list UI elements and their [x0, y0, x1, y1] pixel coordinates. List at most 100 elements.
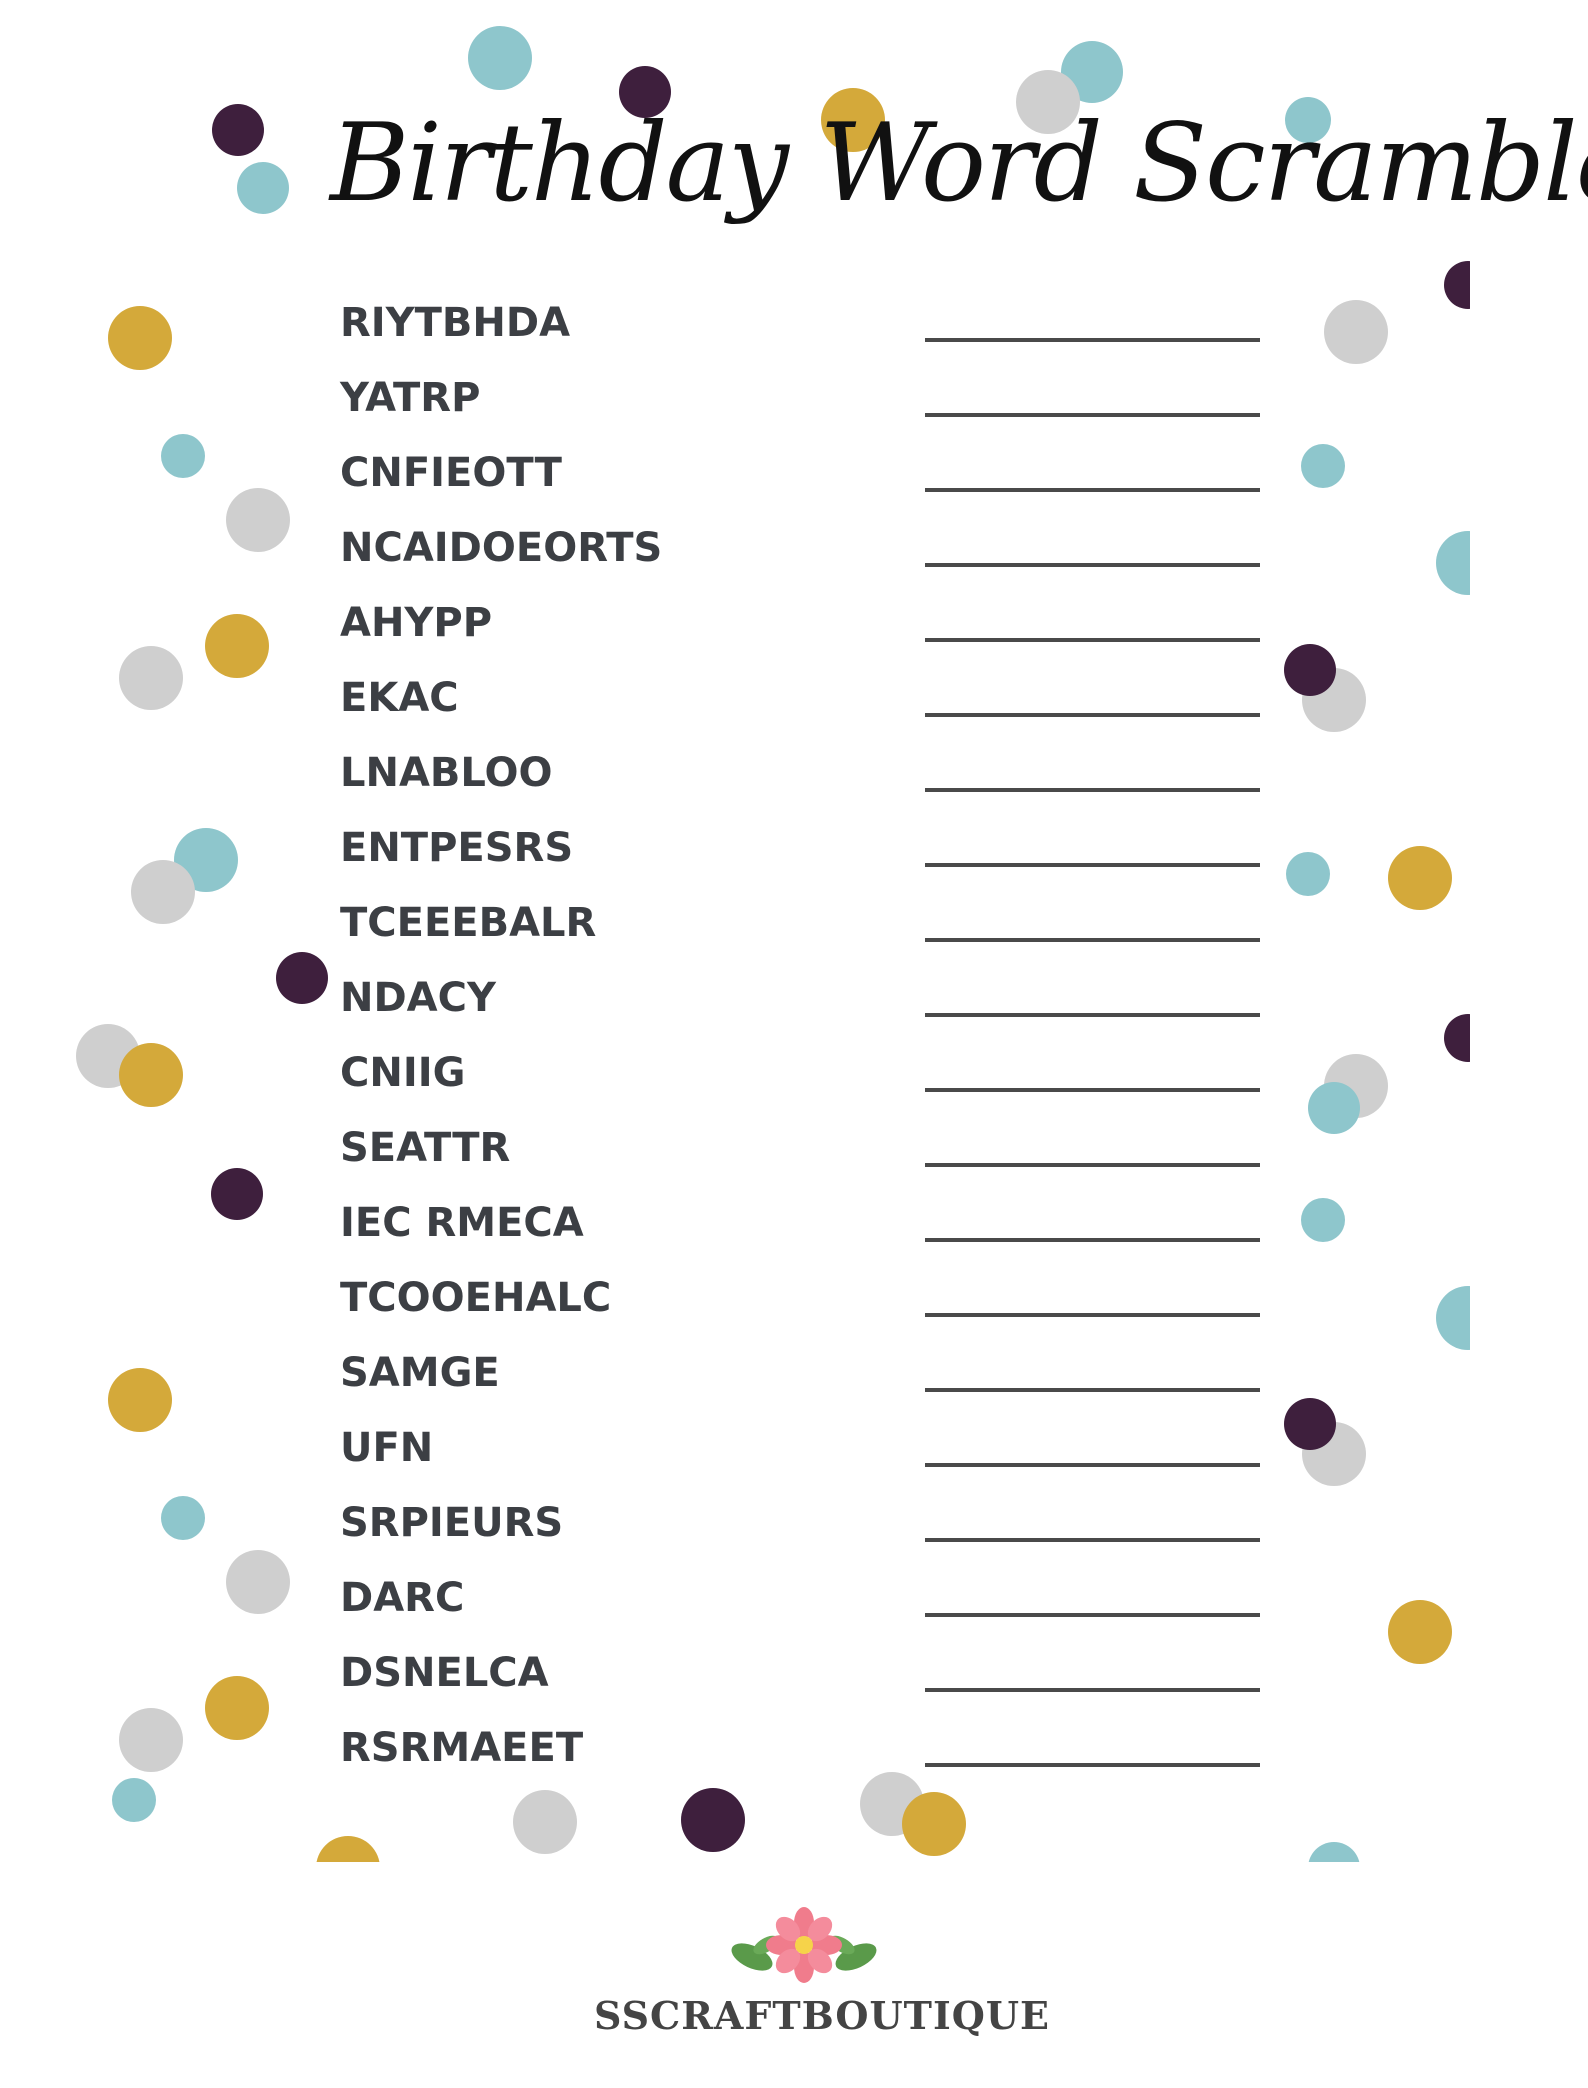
list-item: NDACY	[340, 965, 1280, 1040]
confetti-dot	[681, 1788, 745, 1852]
confetti-dot	[1324, 1054, 1388, 1118]
list-item: EKAC	[340, 665, 1280, 740]
answer-line[interactable]	[925, 1088, 1260, 1092]
confetti-dot	[161, 1496, 205, 1540]
answer-line[interactable]	[925, 1313, 1260, 1317]
word-scramble-list: RIYTBHDA YATRP CNFIEOTT NCAIDOEORTS AHYP…	[340, 290, 1280, 1790]
list-item: SAMGE	[340, 1340, 1280, 1415]
confetti-dot	[212, 104, 264, 156]
scrambled-word: CNIIG	[340, 1050, 466, 1096]
confetti-dot	[902, 1792, 966, 1856]
scrambled-word: AHYPP	[340, 600, 493, 646]
confetti-dot	[1324, 300, 1388, 364]
confetti-dot	[237, 162, 289, 214]
list-item: RSRMAEET	[340, 1715, 1280, 1790]
list-item: SEATTR	[340, 1115, 1280, 1190]
confetti-dot	[76, 1024, 140, 1088]
confetti-dot	[205, 614, 269, 678]
answer-line[interactable]	[925, 713, 1260, 717]
scrambled-word: CNFIEOTT	[340, 450, 562, 496]
confetti-dot	[205, 1676, 269, 1740]
confetti-dot	[119, 1708, 183, 1772]
list-item: UFN	[340, 1415, 1280, 1490]
scrambled-word: IEC RMECA	[340, 1200, 584, 1246]
confetti-dot	[1284, 644, 1336, 696]
answer-line[interactable]	[925, 413, 1260, 417]
list-item: YATRP	[340, 365, 1280, 440]
confetti-dot	[119, 1043, 183, 1107]
brand-logo: SSCRAFTBOUTIQUE	[594, 1905, 1050, 2065]
list-item: CNFIEOTT	[340, 440, 1280, 515]
scrambled-word: NDACY	[340, 975, 496, 1021]
scrambled-word: RIYTBHDA	[340, 300, 571, 346]
answer-line[interactable]	[925, 488, 1260, 492]
answer-line[interactable]	[925, 1238, 1260, 1242]
flower-with-leaves-icon	[731, 1907, 877, 1983]
list-item: TCEEEBALR	[340, 890, 1280, 965]
confetti-dot	[1388, 1600, 1452, 1664]
scrambled-word: TCOOEHALC	[340, 1275, 612, 1321]
confetti-dot	[226, 488, 290, 552]
list-item: DSNELCA	[340, 1640, 1280, 1715]
answer-line[interactable]	[925, 938, 1260, 942]
confetti-dot	[211, 1168, 263, 1220]
scrambled-word: UFN	[340, 1425, 434, 1471]
confetti-dot	[161, 434, 205, 478]
scrambled-word: ENTPESRS	[340, 825, 574, 871]
confetti-dot	[1286, 852, 1330, 896]
scrambled-word: TCEEEBALR	[340, 900, 597, 946]
confetti-dot	[1301, 1198, 1345, 1242]
list-item: DARC	[340, 1565, 1280, 1640]
list-item: RIYTBHDA	[340, 290, 1280, 365]
scrambled-word: NCAIDOEORTS	[340, 525, 663, 571]
answer-line[interactable]	[925, 563, 1260, 567]
answer-line[interactable]	[925, 1463, 1260, 1467]
confetti-dot	[1436, 531, 1500, 595]
answer-line[interactable]	[925, 1013, 1260, 1017]
answer-line[interactable]	[925, 1163, 1260, 1167]
confetti-dot	[1308, 1842, 1360, 1894]
answer-line[interactable]	[925, 863, 1260, 867]
answer-line[interactable]	[925, 1688, 1260, 1692]
list-item: SRPIEURS	[340, 1490, 1280, 1565]
confetti-dot	[131, 860, 195, 924]
list-item: NCAIDOEORTS	[340, 515, 1280, 590]
answer-line[interactable]	[925, 1538, 1260, 1542]
answer-line[interactable]	[925, 638, 1260, 642]
answer-line[interactable]	[925, 1763, 1260, 1767]
answer-line[interactable]	[925, 1613, 1260, 1617]
confetti-dot	[316, 1836, 380, 1900]
answer-line[interactable]	[925, 338, 1260, 342]
confetti-dot	[108, 306, 172, 370]
confetti-dot	[112, 1778, 156, 1822]
scrambled-word: YATRP	[340, 375, 481, 421]
confetti-dot	[1302, 668, 1366, 732]
confetti-dot	[1436, 1286, 1500, 1350]
confetti-dot	[1308, 1082, 1360, 1134]
confetti-dot	[1444, 261, 1492, 309]
confetti-dot	[276, 952, 328, 1004]
confetti-dot	[1284, 1398, 1336, 1450]
list-item: ENTPESRS	[340, 815, 1280, 890]
confetti-dot	[108, 1368, 172, 1432]
list-item: LNABLOO	[340, 740, 1280, 815]
brand-name: SSCRAFTBOUTIQUE	[594, 1993, 1050, 2038]
scrambled-word: SRPIEURS	[340, 1500, 564, 1546]
answer-line[interactable]	[925, 1388, 1260, 1392]
confetti-dot	[1388, 846, 1452, 910]
list-item: AHYPP	[340, 590, 1280, 665]
list-item: TCOOEHALC	[340, 1265, 1280, 1340]
scrambled-word: EKAC	[340, 675, 459, 721]
list-item: CNIIG	[340, 1040, 1280, 1115]
confetti-dot	[226, 1550, 290, 1614]
confetti-dot	[513, 1790, 577, 1854]
scrambled-word: DARC	[340, 1575, 465, 1621]
confetti-dot	[174, 828, 238, 892]
answer-line[interactable]	[925, 788, 1260, 792]
scrambled-word: SEATTR	[340, 1125, 511, 1171]
confetti-dot	[1302, 1422, 1366, 1486]
scrambled-word: RSRMAEET	[340, 1725, 584, 1771]
confetti-dot	[119, 646, 183, 710]
scrambled-word: DSNELCA	[340, 1650, 549, 1696]
